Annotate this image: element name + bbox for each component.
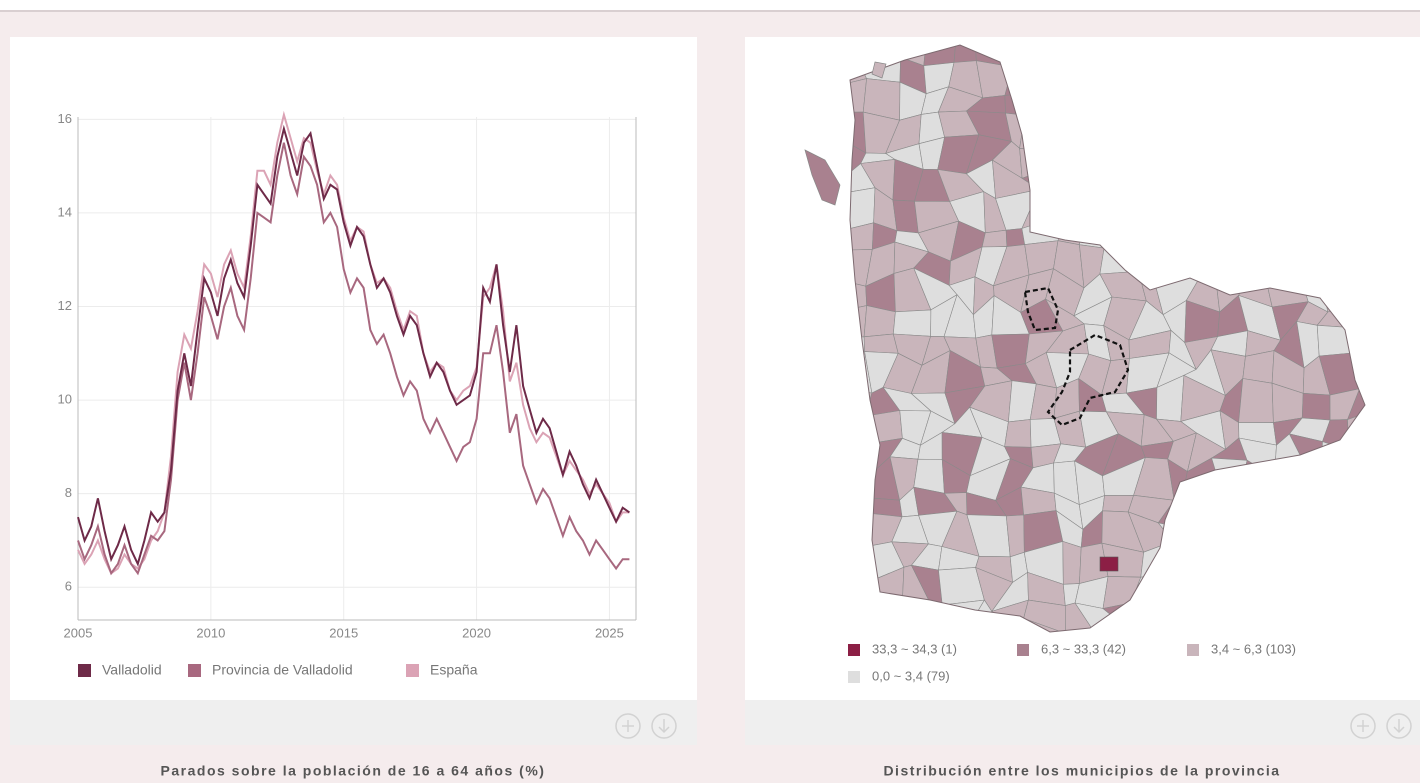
- legend-swatch: [188, 664, 201, 677]
- line-chart: 6 8 10 12 14 16 2005 2010 2015 2020 2025 Valladolid…: [58, 110, 637, 678]
- municipality: [1023, 599, 1066, 632]
- enclave: [804, 149, 841, 206]
- y-tick-label: 10: [58, 392, 72, 407]
- x-tick-label: 2010: [196, 625, 225, 640]
- municipality: [1346, 388, 1365, 421]
- municipality: [892, 309, 932, 337]
- top-municipality: [1099, 556, 1119, 572]
- municipality: [892, 199, 919, 234]
- y-tick-label: 14: [58, 204, 72, 219]
- legend-swatch: [78, 664, 91, 677]
- map-caption: Distribución entre los municipios de la …: [883, 763, 1280, 779]
- municipality: [981, 229, 1008, 248]
- x-tick-label: 2005: [64, 625, 93, 640]
- legend-swatch: [848, 644, 860, 656]
- legend-label: Provincia de Valladolid: [212, 662, 353, 678]
- municipality: [1004, 419, 1032, 448]
- top-bar: [0, 0, 1420, 10]
- zoom-icon[interactable]: [1350, 713, 1376, 739]
- chart-caption: Parados sobre la población de 16 a 64 añ…: [161, 763, 546, 779]
- x-tick-label: 2020: [462, 625, 491, 640]
- legend-label: 3,4 ~ 6,3 (103): [1211, 641, 1296, 656]
- capital-outline: [1023, 286, 1130, 427]
- series-line: [77, 124, 630, 567]
- top-bar-shadow: [0, 10, 1420, 12]
- download-icon[interactable]: [651, 713, 677, 739]
- legend-swatch: [406, 664, 419, 677]
- enclave: [871, 61, 887, 79]
- left-toolbar: [10, 700, 697, 745]
- series-line: [77, 142, 630, 576]
- municipality: [1005, 228, 1026, 247]
- municipality: [1062, 540, 1082, 585]
- legend-swatch: [1187, 644, 1199, 656]
- legend-swatch: [1017, 644, 1029, 656]
- legend-label: Valladolid: [102, 662, 162, 678]
- municipality: [1301, 392, 1331, 421]
- legend-label: 6,3 ~ 33,3 (42): [1041, 641, 1126, 656]
- legend-swatch: [848, 671, 860, 683]
- y-tick-label: 16: [58, 111, 72, 126]
- x-tick-label: 2025: [595, 625, 624, 640]
- y-tick-label: 12: [58, 298, 72, 313]
- municipality: [863, 333, 899, 354]
- right-toolbar: [745, 700, 1420, 745]
- x-tick-label: 2015: [329, 625, 358, 640]
- legend-label: España: [430, 662, 478, 678]
- legend-label: 0,0 ~ 3,4 (79): [872, 668, 950, 683]
- y-tick-label: 6: [65, 579, 72, 594]
- municipality: [1238, 378, 1274, 423]
- y-tick-label: 8: [65, 485, 72, 500]
- left-panel: [10, 37, 697, 700]
- municipality: [991, 333, 1030, 369]
- download-icon[interactable]: [1386, 713, 1412, 739]
- legend-label: 33,3 ~ 34,3 (1): [872, 641, 957, 656]
- zoom-icon[interactable]: [615, 713, 641, 739]
